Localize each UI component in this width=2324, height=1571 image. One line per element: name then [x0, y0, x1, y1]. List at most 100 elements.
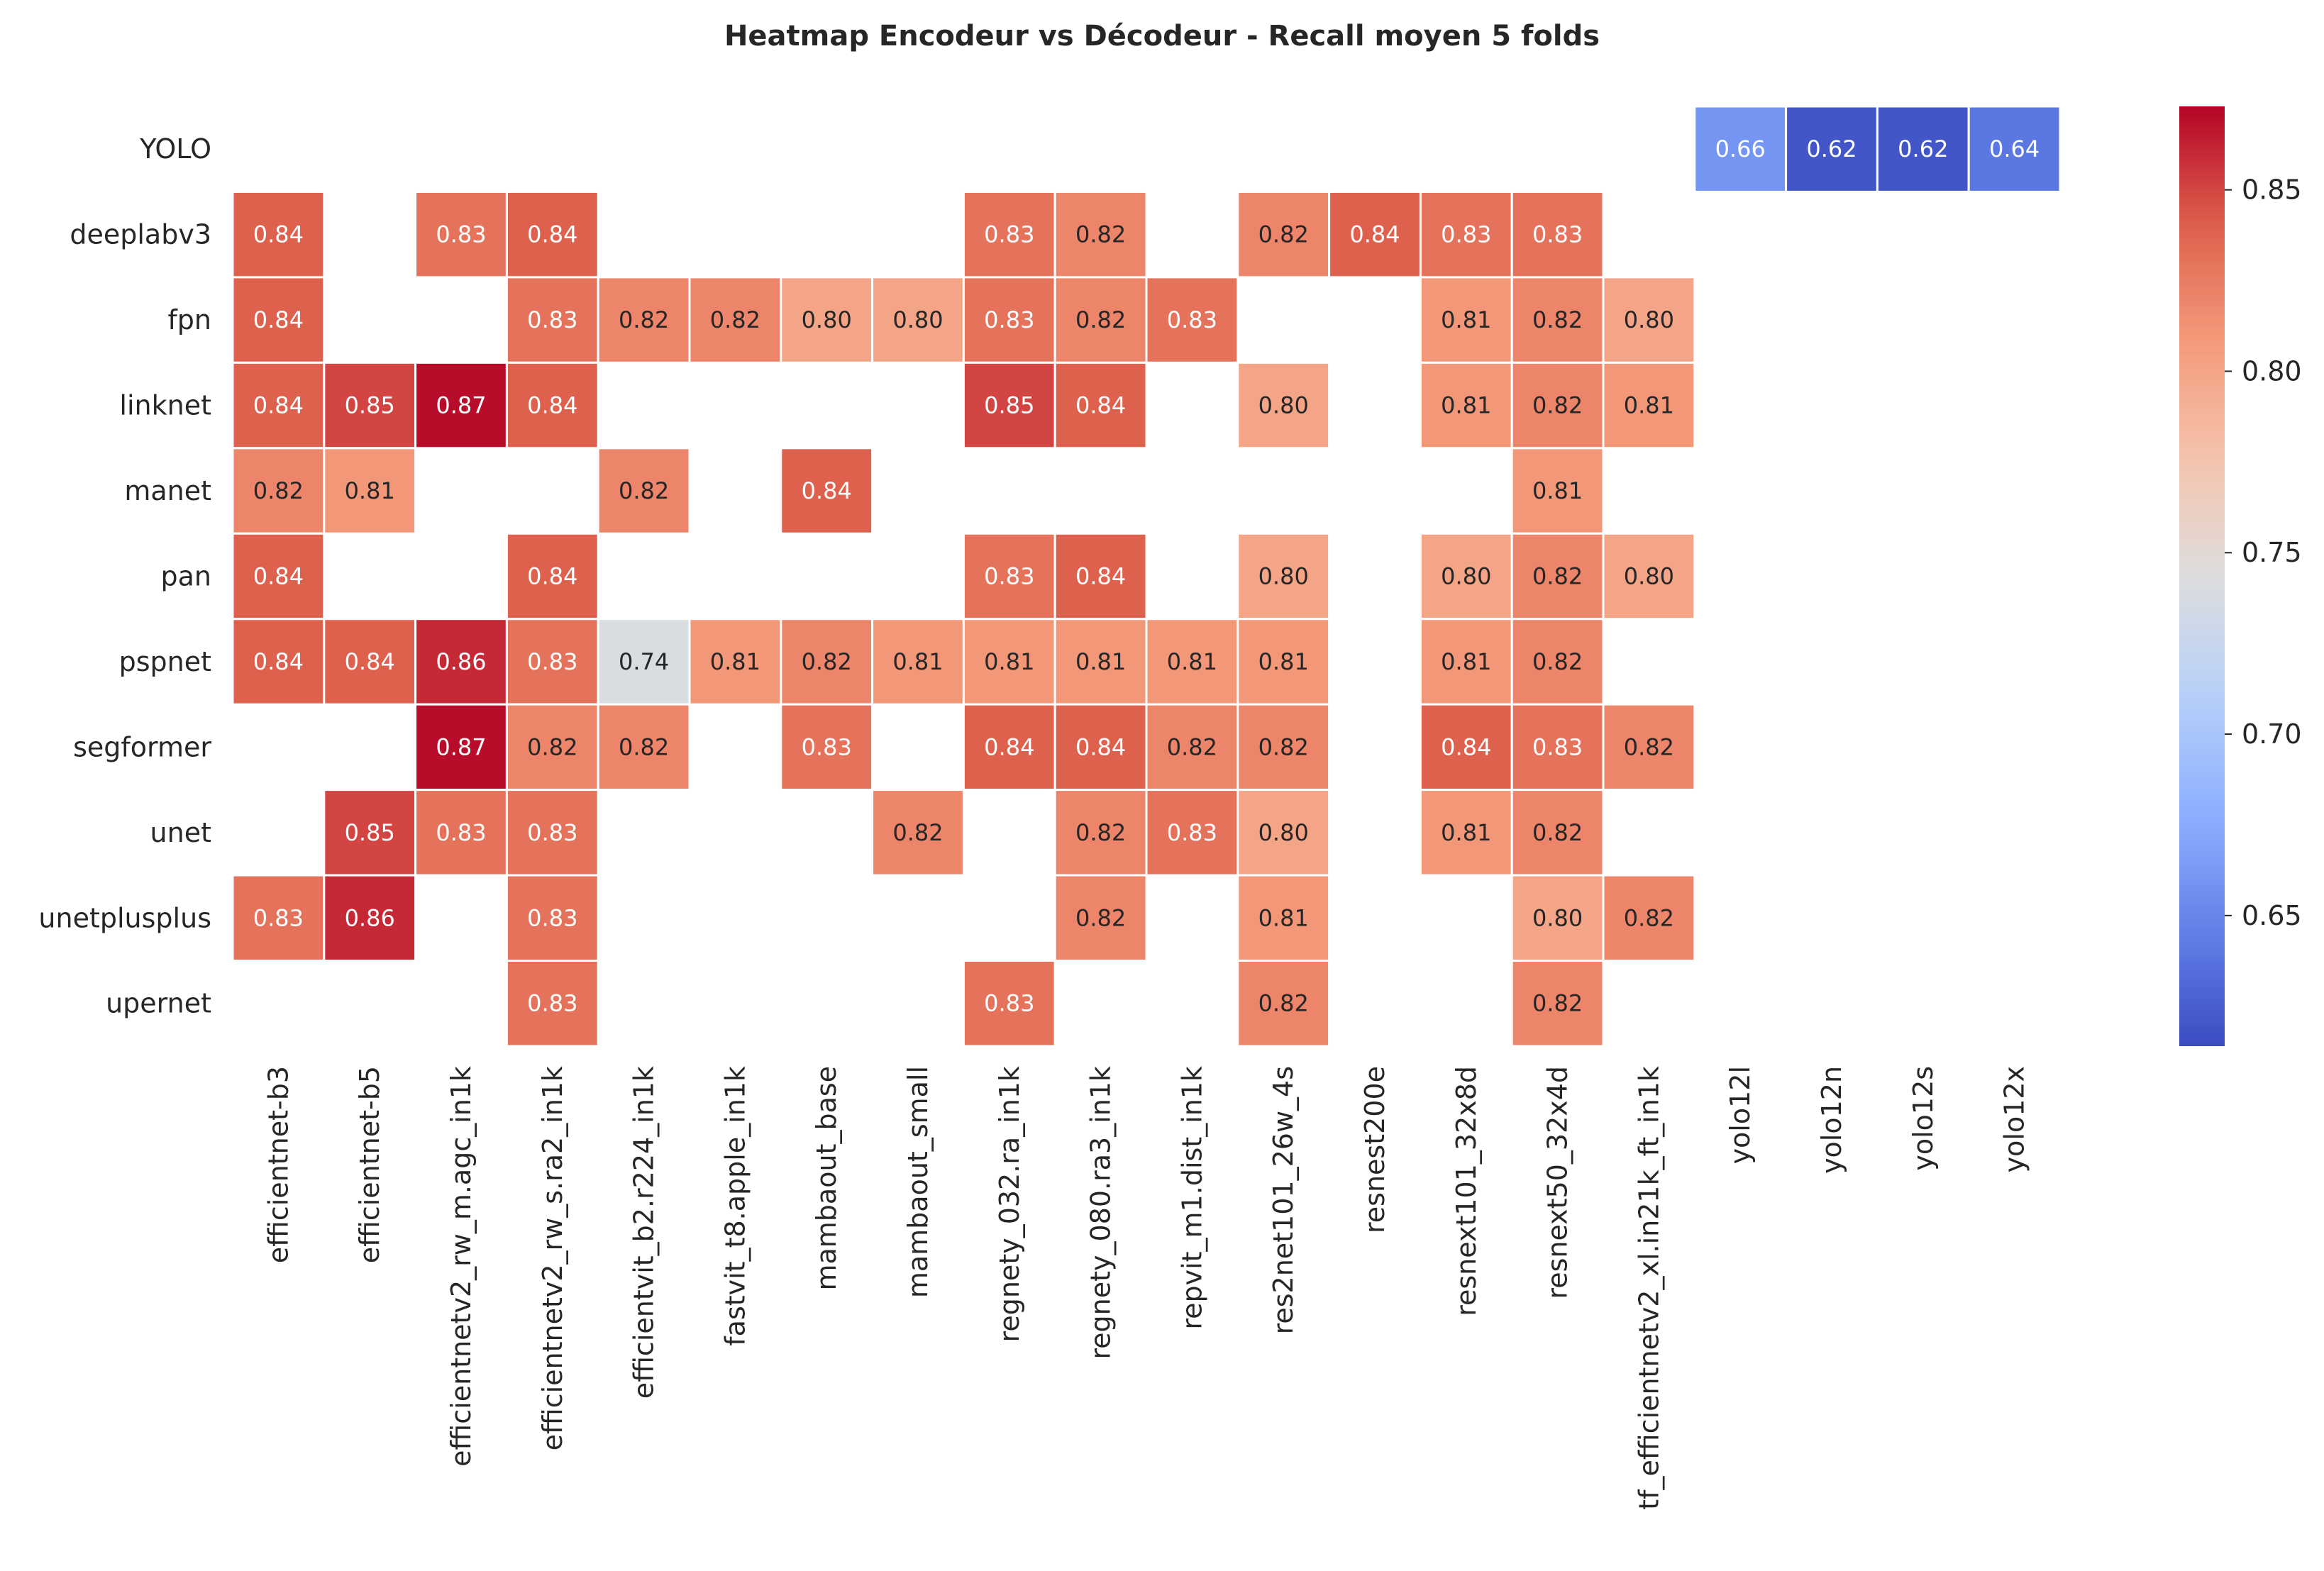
cell-value-label: 0.82 — [1075, 904, 1126, 931]
column-label: efficientvit_b2.r224_in1k — [629, 1066, 660, 1399]
heatmap-cell — [1053, 703, 1148, 792]
cell-value-label: 0.74 — [619, 648, 669, 675]
row-labels: YOLO deeplabv3 fpn linknet manet pan pspnet seg… — [38, 133, 211, 1019]
cell-value-label: 0.81 — [1532, 477, 1583, 504]
cell-value-label: 0.83 — [984, 306, 1034, 333]
heatmap-cell — [231, 276, 326, 364]
row-label: pspnet — [119, 646, 211, 677]
heatmap-cell — [1053, 190, 1148, 279]
row-label: upernet — [106, 988, 211, 1019]
cell-value-label: 0.86 — [436, 648, 486, 675]
column-label: efficientnet-b3 — [262, 1066, 294, 1263]
cell-value-label: 0.81 — [1258, 904, 1309, 931]
heatmap-cell — [871, 618, 965, 706]
heatmap-cell — [1510, 361, 1605, 450]
cell-value-label: 0.83 — [527, 904, 577, 931]
cell-value-label: 0.80 — [1441, 562, 1491, 589]
heatmap-cell — [1419, 789, 1513, 877]
cell-value-label: 0.83 — [1441, 221, 1491, 248]
cell-value-label: 0.81 — [1258, 648, 1309, 675]
cell-value-label: 0.80 — [802, 306, 852, 333]
cell-value-label: 0.66 — [1715, 135, 1766, 162]
heatmap-cell — [962, 276, 1056, 364]
cell-value-label: 0.84 — [253, 221, 304, 248]
cell-value-label: 0.82 — [1532, 819, 1583, 846]
heatmap-cell — [1053, 874, 1148, 962]
heatmap-cell — [231, 447, 326, 535]
colorbar-tick-label: 0.85 — [2242, 174, 2302, 206]
heatmap-cell — [871, 789, 965, 877]
cell-value-label: 0.84 — [527, 562, 577, 589]
colorbar: 0.65 0.70 0.75 0.80 0.85 — [2179, 106, 2302, 1046]
heatmap-cell — [505, 703, 599, 792]
row-label: segformer — [73, 731, 211, 762]
cell-value-label: 0.83 — [984, 990, 1034, 1017]
cell-value-label: 0.81 — [1075, 648, 1126, 675]
column-label: yolo12x — [1999, 1066, 2030, 1172]
colorbar-ticks: 0.65 0.70 0.75 0.80 0.85 — [2225, 174, 2302, 931]
cell-value-label: 0.83 — [1167, 306, 1217, 333]
heatmap-cell — [505, 532, 599, 621]
heatmap-cell — [597, 618, 691, 706]
cell-value-label: 0.81 — [345, 477, 395, 504]
heatmap-cell — [505, 361, 599, 450]
cell-value-label: 0.81 — [710, 648, 760, 675]
cell-value-label: 0.82 — [1258, 733, 1309, 760]
heatmap-cell — [505, 618, 599, 706]
cell-value-label: 0.82 — [1624, 904, 1674, 931]
heatmap-cell — [231, 532, 326, 621]
heatmap-cell — [414, 618, 508, 706]
column-label: fastvit_t8.apple_in1k — [719, 1066, 751, 1346]
cell-value-label: 0.84 — [1075, 562, 1126, 589]
cell-value-label: 0.80 — [892, 306, 943, 333]
heatmap-cell — [1510, 532, 1605, 621]
cell-value-label: 0.81 — [1441, 648, 1491, 675]
heatmap-cell — [1328, 190, 1422, 279]
heatmap-cell — [1236, 874, 1331, 962]
cell-value-label: 0.82 — [1532, 306, 1583, 333]
heatmap-cell — [962, 703, 1056, 792]
column-label: mambaout_small — [902, 1066, 934, 1298]
colorbar-gradient — [2179, 106, 2225, 1046]
heatmap-cell — [1053, 361, 1148, 450]
heatmap-cell — [414, 190, 508, 279]
cell-value-label: 0.85 — [345, 819, 395, 846]
column-label: tf_efficientnetv2_xl.in21k_ft_in1k — [1633, 1066, 1664, 1510]
cell-value-label: 0.85 — [984, 392, 1034, 419]
cell-value-label: 0.87 — [436, 733, 486, 760]
heatmap-cell — [1419, 532, 1513, 621]
cell-value-label: 0.84 — [253, 392, 304, 419]
cell-value-label: 0.83 — [527, 306, 577, 333]
cell-value-label: 0.84 — [527, 392, 577, 419]
heatmap-cell — [962, 532, 1056, 621]
cell-value-label: 0.84 — [802, 477, 852, 504]
heatmap-cell — [1236, 960, 1331, 1048]
cell-value-label: 0.84 — [1075, 392, 1126, 419]
cell-value-label: 0.80 — [1624, 306, 1674, 333]
cell-value-label: 0.82 — [619, 733, 669, 760]
cell-value-label: 0.81 — [892, 648, 943, 675]
cell-value-label: 0.82 — [619, 477, 669, 504]
cell-value-label: 0.82 — [1624, 733, 1674, 760]
heatmap-cells: 0.66 0.62 0.62 0.64 0.84 0.83 0.84 0.83 0.82 0.82… — [231, 105, 2062, 1048]
cell-value-label: 0.83 — [1167, 819, 1217, 846]
heatmap-cell — [1602, 361, 1696, 450]
cell-value-label: 0.82 — [1075, 819, 1126, 846]
heatmap-cell — [505, 960, 599, 1048]
cell-value-label: 0.82 — [1532, 392, 1583, 419]
column-label: repvit_m1.dist_in1k — [1176, 1066, 1207, 1330]
cell-value-label: 0.82 — [527, 733, 577, 760]
cell-value-label: 0.84 — [253, 306, 304, 333]
column-label: efficientnetv2_rw_s.ra2_in1k — [537, 1066, 568, 1450]
cell-value-label: 0.62 — [1898, 135, 1948, 162]
column-label: res2net101_26w_4s — [1268, 1066, 1299, 1334]
heatmap-cell — [597, 276, 691, 364]
cell-value-label: 0.82 — [1075, 221, 1126, 248]
cell-value-label: 0.83 — [527, 648, 577, 675]
cell-value-label: 0.81 — [1624, 392, 1674, 419]
cell-value-label: 0.83 — [802, 733, 852, 760]
heatmap-cell — [1145, 618, 1239, 706]
row-label: manet — [124, 475, 211, 506]
cell-value-label: 0.62 — [1806, 135, 1857, 162]
column-label: efficientnet-b5 — [354, 1066, 385, 1263]
